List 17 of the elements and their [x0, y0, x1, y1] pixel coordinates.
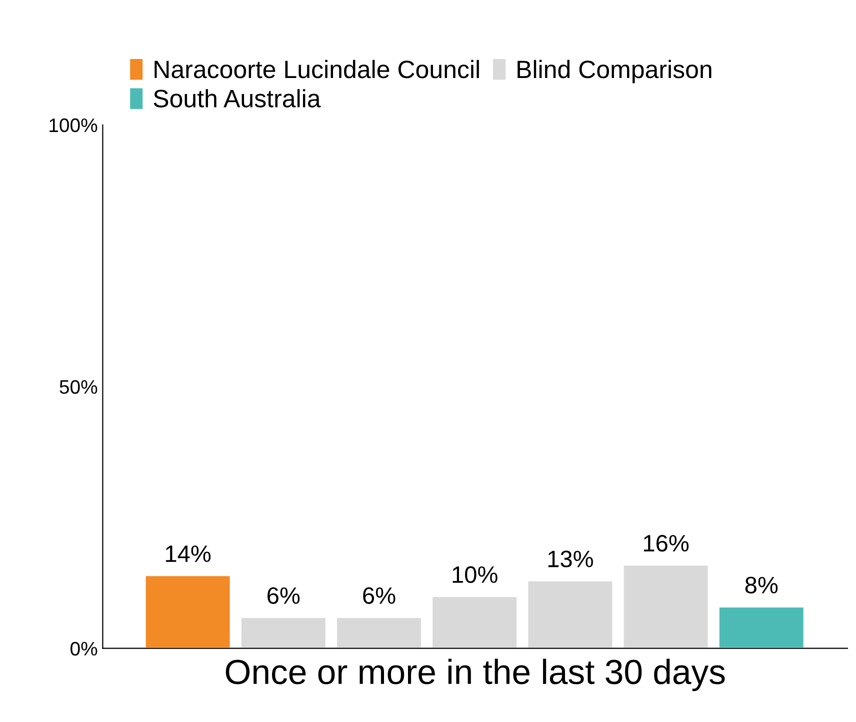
text: 6% — [268, 587, 300, 604]
text: 8% — [745, 576, 778, 594]
y-tick-label: 100% — [50, 118, 98, 132]
legend-label: Naracoorte Lucindale Council — [154, 60, 479, 78]
bar — [526, 579, 614, 648]
text: 10% — [452, 566, 498, 584]
text: 6% — [363, 587, 396, 604]
y-tick-label: 0% — [70, 642, 98, 656]
text: 14% — [166, 545, 211, 562]
bar — [622, 564, 710, 648]
y-tick-label: 50% — [60, 380, 98, 394]
text: 13% — [548, 550, 593, 568]
bar — [144, 574, 232, 648]
legend-label: South Australia — [154, 89, 321, 108]
legend-label: Blind Comparison — [518, 60, 712, 84]
text: 16% — [644, 534, 689, 552]
x-axis-title: Once or more in the last 30 days — [226, 658, 725, 692]
